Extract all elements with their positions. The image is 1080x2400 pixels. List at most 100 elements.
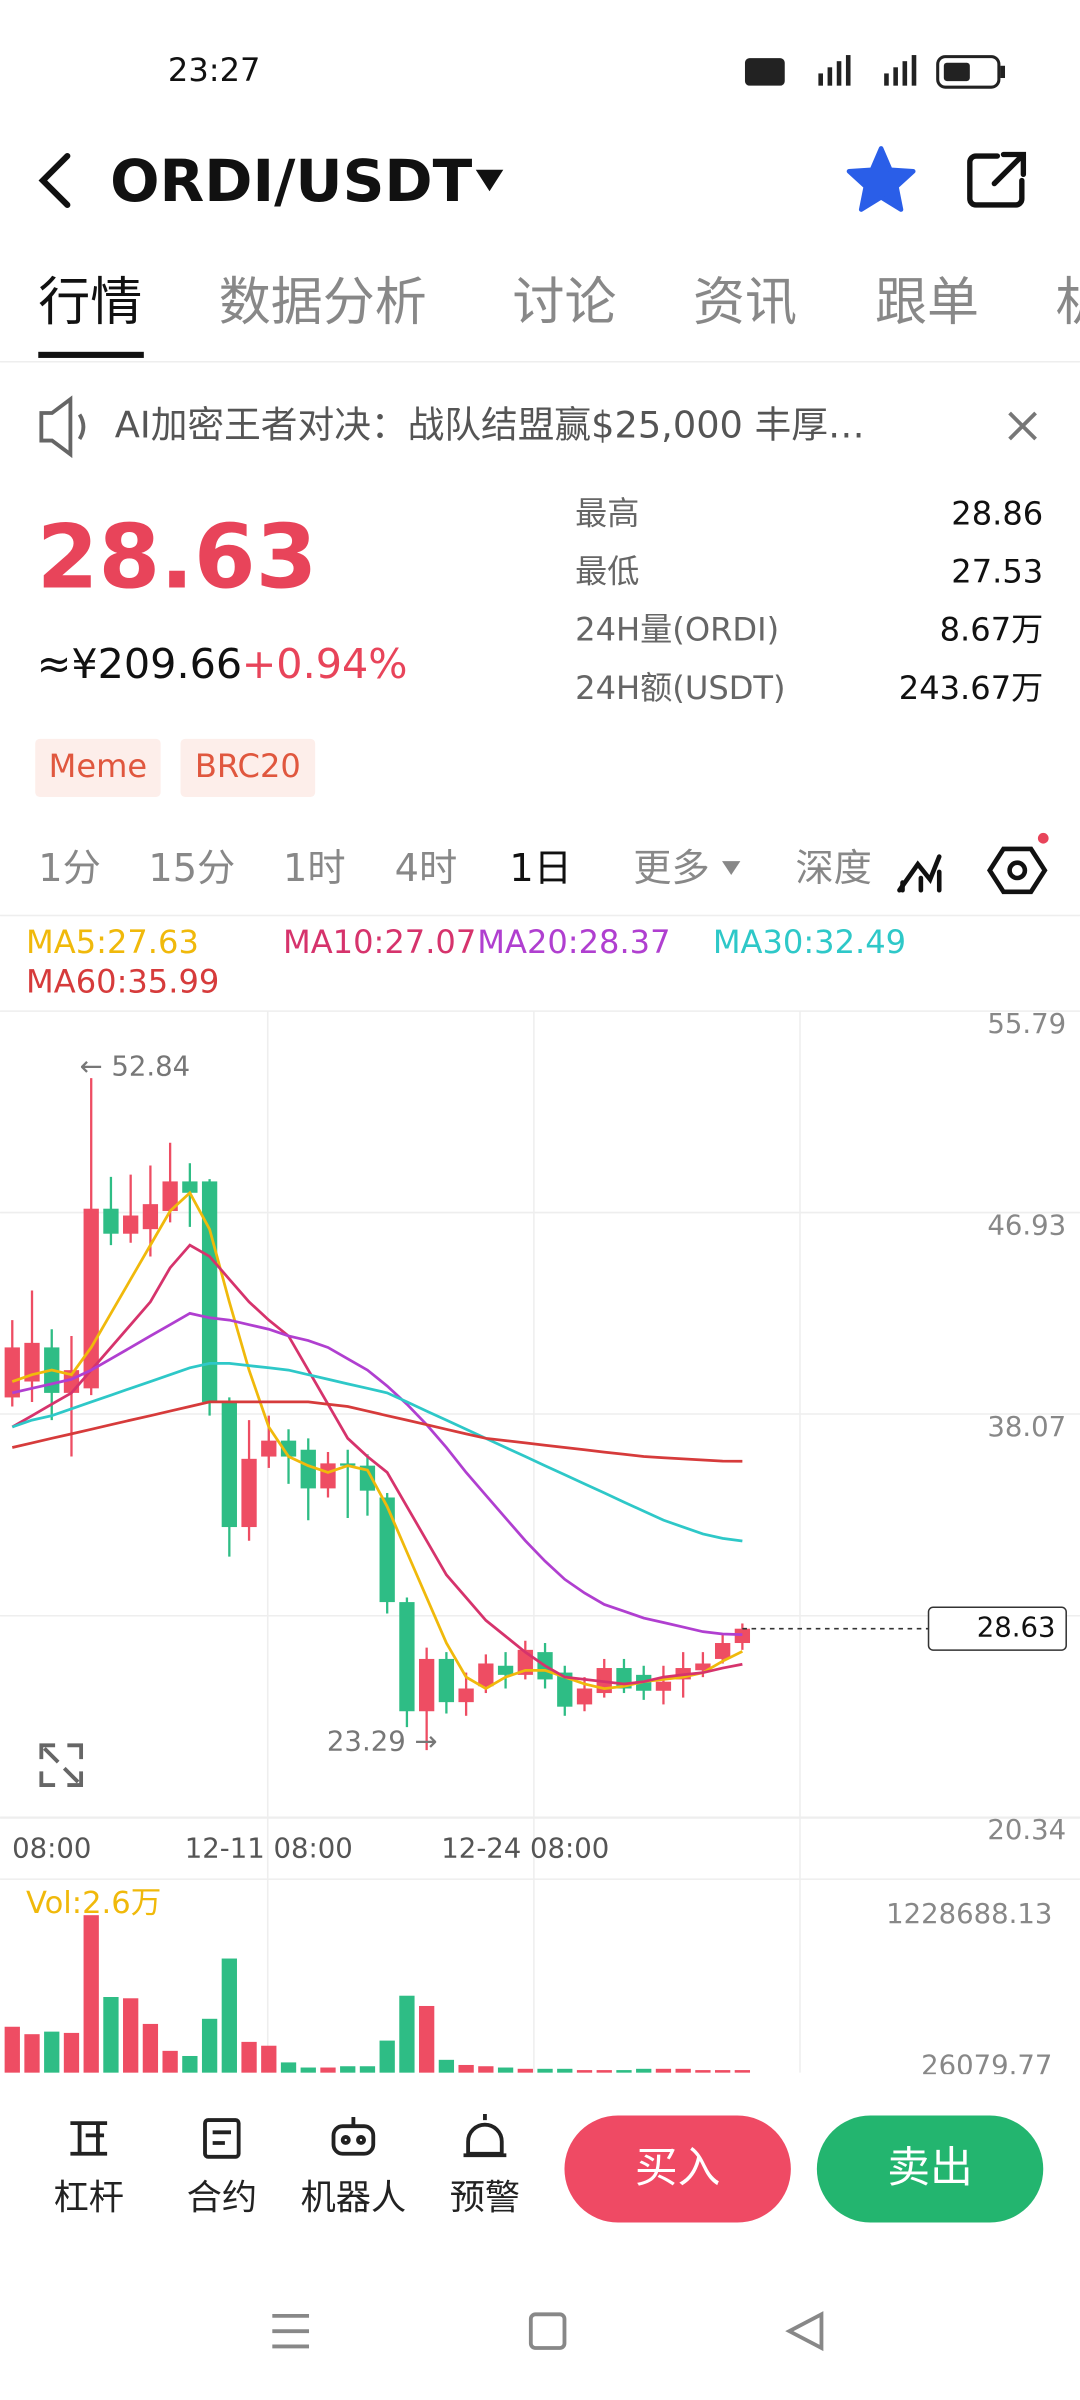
favorite-star[interactable] [846, 146, 916, 212]
buy-label[interactable]: 买入 [635, 2143, 721, 2193]
candle-body [714, 1643, 731, 1659]
volume-bar [261, 2045, 277, 2073]
buy-button[interactable] [564, 2115, 791, 2223]
volume-bar [734, 2070, 751, 2073]
volume-bar [636, 2068, 652, 2073]
volume-bar [320, 2067, 336, 2073]
volume-tick-label: 1228688.13 [886, 1898, 1052, 1930]
back-button[interactable] [38, 152, 71, 209]
candle-body [142, 1204, 159, 1230]
volume-bar [399, 1995, 415, 2073]
candle-body [103, 1208, 119, 1234]
interval[interactable]: 15分 [148, 847, 235, 891]
volume-bar [44, 2031, 60, 2073]
notify-dot [1037, 832, 1049, 844]
volume-bar [675, 2068, 691, 2073]
tab[interactable]: 机 [1055, 273, 1080, 333]
interval[interactable]: 1日 [509, 847, 572, 891]
volume-bar [83, 1915, 99, 2073]
tag-bg [35, 738, 161, 797]
indicator-button[interactable] [897, 854, 942, 893]
candle-body [419, 1658, 435, 1712]
volume-bar [537, 2068, 553, 2073]
tab[interactable]: 讨论 [512, 273, 616, 333]
nav-label[interactable]: 杠杆 [54, 2178, 124, 2219]
candle-body [182, 1181, 198, 1193]
pair-title[interactable]: ORDI/USDT [110, 147, 472, 215]
stat-value: 28.86 [951, 494, 1043, 532]
interval[interactable]: 更多 [633, 847, 709, 891]
candle-body [162, 1181, 178, 1211]
candle-body [438, 1658, 455, 1703]
volume-bar [123, 1998, 139, 2073]
interval[interactable]: 深度 [795, 847, 871, 891]
tab[interactable]: 跟单 [875, 273, 979, 333]
candle-body [655, 1681, 672, 1691]
system-nav[interactable] [272, 2311, 824, 2352]
last-price: 28.63 [37, 505, 318, 608]
volume-bar [596, 2070, 612, 2073]
tag[interactable]: Meme [49, 747, 148, 785]
signal [818, 73, 823, 86]
settings-button[interactable] [986, 846, 1048, 895]
candle-body [241, 1458, 257, 1528]
candle-body [4, 1347, 20, 1398]
candle-body [359, 1465, 376, 1491]
nav-label[interactable]: 合约 [187, 2178, 257, 2219]
volume-bar [419, 2005, 435, 2073]
nav-label[interactable]: 预警 [450, 2178, 520, 2219]
tag[interactable]: BRC20 [195, 747, 301, 785]
share-button[interactable] [967, 151, 1027, 208]
tab[interactable]: 行情 [38, 273, 142, 333]
cny-price: ≈¥209.66 [37, 640, 242, 688]
volume-bar [359, 2066, 376, 2073]
interval[interactable]: 1时 [283, 847, 346, 891]
volume-bar [517, 2068, 533, 2073]
tag-bg [180, 738, 316, 797]
candle-body [734, 1628, 751, 1644]
candle-body [557, 1672, 573, 1707]
interval[interactable]: 4时 [395, 847, 458, 891]
candle-body [123, 1215, 139, 1234]
volume-label: Vol:2.6万 [26, 1886, 161, 1921]
interval[interactable]: 1分 [38, 847, 101, 891]
tab[interactable]: 数据分析 [219, 273, 427, 333]
last-price-box [927, 1606, 1067, 1651]
volume-bar [300, 2067, 316, 2073]
ma-line [11, 1311, 743, 1636]
candle-body [478, 1663, 494, 1687]
volume-bar [4, 2026, 20, 2073]
x-tick-label: 08:00 [12, 1832, 91, 1864]
close-announcement[interactable] [1008, 411, 1037, 441]
stat-value: 243.67万 [899, 669, 1043, 707]
candle-body [221, 1401, 237, 1528]
candle-body [201, 1181, 218, 1402]
stat-label: 24H额(USDT) [575, 669, 785, 707]
ma-legend: MA60:35.99 [26, 963, 219, 1001]
volume-bar [280, 2062, 297, 2073]
fullscreen-button[interactable] [39, 1743, 84, 1787]
x-tick-label: 12-24 08:00 [441, 1832, 609, 1864]
tab[interactable]: 资讯 [693, 273, 797, 333]
pair-dropdown[interactable] [475, 169, 504, 192]
candle-body [83, 1208, 99, 1389]
low-annotation: 23.29 → [327, 1725, 438, 1757]
status-time: 23:27 [168, 51, 261, 89]
divider [0, 914, 1080, 917]
nav-label[interactable]: 机器人 [301, 2178, 407, 2219]
sell-label[interactable]: 卖出 [887, 2143, 973, 2193]
vertical-grid [266, 1011, 801, 2073]
ma-legend: MA30:32.49 [713, 923, 906, 961]
ma-line [11, 1243, 743, 1686]
stat-label: 最高 [575, 494, 639, 532]
volume-bar [221, 1958, 237, 2073]
sell-button[interactable] [816, 2115, 1044, 2223]
announcement[interactable]: AI加密王者对决：战队结盟赢$25,000 丰厚… [115, 403, 865, 446]
high-annotation: ← 52.84 [80, 1051, 191, 1083]
ma-legend: MA10:27.07 [283, 923, 476, 961]
stat-label: 最低 [575, 553, 639, 591]
chart: 55.7946.9338.0729.2020.341228688.1326079… [0, 1008, 1080, 2081]
volume-bar [438, 2059, 455, 2073]
y-tick-label: 20.34 [987, 1814, 1066, 1846]
divider [0, 1878, 1080, 1880]
